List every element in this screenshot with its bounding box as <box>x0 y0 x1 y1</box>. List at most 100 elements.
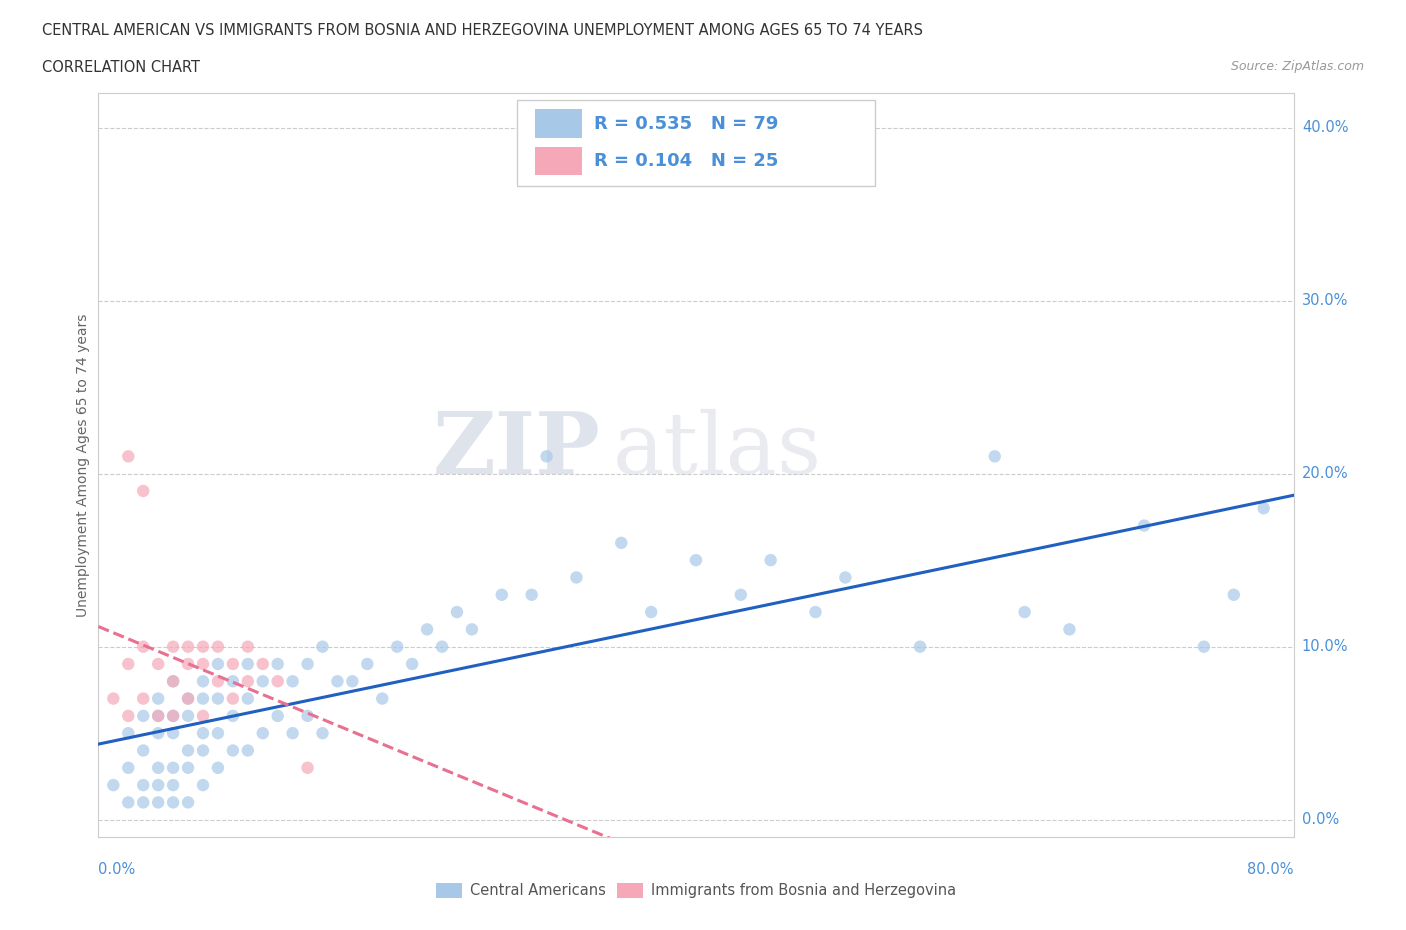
Point <box>177 691 200 706</box>
Point <box>132 691 155 706</box>
Point <box>222 657 245 671</box>
Point <box>804 604 827 619</box>
Point <box>191 777 214 792</box>
Point <box>177 761 200 776</box>
Point <box>191 639 214 654</box>
Point <box>311 725 333 740</box>
Text: R = 0.104   N = 25: R = 0.104 N = 25 <box>595 152 779 169</box>
Point <box>117 795 139 810</box>
Point <box>236 657 259 671</box>
Point <box>162 639 184 654</box>
Point <box>267 674 290 689</box>
Point <box>207 639 229 654</box>
Point <box>148 777 170 792</box>
Point <box>207 761 229 776</box>
Point <box>191 674 214 689</box>
Text: CORRELATION CHART: CORRELATION CHART <box>42 60 200 75</box>
Point <box>191 657 214 671</box>
Text: 40.0%: 40.0% <box>1302 120 1348 135</box>
Point <box>491 588 513 603</box>
Point <box>191 725 214 740</box>
Point <box>177 691 200 706</box>
Point <box>207 725 229 740</box>
Point <box>103 691 125 706</box>
Point <box>222 709 245 724</box>
Point <box>191 691 214 706</box>
Text: 80.0%: 80.0% <box>1247 862 1294 877</box>
Point <box>177 709 200 724</box>
Point <box>267 657 290 671</box>
Point <box>207 691 229 706</box>
Point <box>1014 604 1036 619</box>
Point <box>267 709 290 724</box>
Point <box>132 795 155 810</box>
Point <box>685 552 707 567</box>
Point <box>416 622 439 637</box>
Text: 0.0%: 0.0% <box>1302 812 1339 827</box>
Point <box>117 449 139 464</box>
Point <box>236 674 259 689</box>
Point <box>148 709 170 724</box>
Point <box>132 777 155 792</box>
Point <box>834 570 856 585</box>
Point <box>356 657 378 671</box>
Point <box>162 674 184 689</box>
Point <box>759 552 782 567</box>
Point <box>222 743 245 758</box>
Point <box>536 449 558 464</box>
Point <box>1192 639 1215 654</box>
Point <box>132 709 155 724</box>
Point <box>236 639 259 654</box>
Point <box>342 674 364 689</box>
Point <box>132 484 155 498</box>
Point <box>132 743 155 758</box>
Point <box>207 674 229 689</box>
Point <box>162 725 184 740</box>
Point <box>177 743 200 758</box>
Point <box>222 674 245 689</box>
Point <box>207 657 229 671</box>
Text: 10.0%: 10.0% <box>1302 639 1348 654</box>
Point <box>162 761 184 776</box>
Text: R = 0.535   N = 79: R = 0.535 N = 79 <box>595 114 779 132</box>
Point <box>281 674 304 689</box>
FancyBboxPatch shape <box>517 100 875 186</box>
Point <box>162 777 184 792</box>
Point <box>191 743 214 758</box>
Point <box>1059 622 1081 637</box>
Point <box>446 604 468 619</box>
FancyBboxPatch shape <box>534 147 582 175</box>
Point <box>430 639 453 654</box>
Point <box>297 709 319 724</box>
Point <box>177 657 200 671</box>
Point <box>252 657 274 671</box>
Text: ZIP: ZIP <box>433 408 600 492</box>
Point <box>117 725 139 740</box>
Point <box>148 709 170 724</box>
Point <box>117 657 139 671</box>
Point <box>281 725 304 740</box>
Point <box>148 691 170 706</box>
Point <box>148 725 170 740</box>
Point <box>236 743 259 758</box>
Text: CENTRAL AMERICAN VS IMMIGRANTS FROM BOSNIA AND HERZEGOVINA UNEMPLOYMENT AMONG AG: CENTRAL AMERICAN VS IMMIGRANTS FROM BOSN… <box>42 23 924 38</box>
Y-axis label: Unemployment Among Ages 65 to 74 years: Unemployment Among Ages 65 to 74 years <box>76 313 90 617</box>
Point <box>565 570 588 585</box>
FancyBboxPatch shape <box>534 110 582 138</box>
Point <box>908 639 931 654</box>
Point <box>117 761 139 776</box>
Point <box>730 588 752 603</box>
Point <box>520 588 543 603</box>
Text: 30.0%: 30.0% <box>1302 293 1348 308</box>
Point <box>162 709 184 724</box>
Point <box>401 657 423 671</box>
Point <box>297 657 319 671</box>
Point <box>610 536 633 551</box>
Point <box>983 449 1005 464</box>
Point <box>162 674 184 689</box>
Point <box>1223 588 1246 603</box>
Point <box>311 639 333 654</box>
Point <box>148 795 170 810</box>
Point <box>461 622 484 637</box>
Point <box>162 709 184 724</box>
